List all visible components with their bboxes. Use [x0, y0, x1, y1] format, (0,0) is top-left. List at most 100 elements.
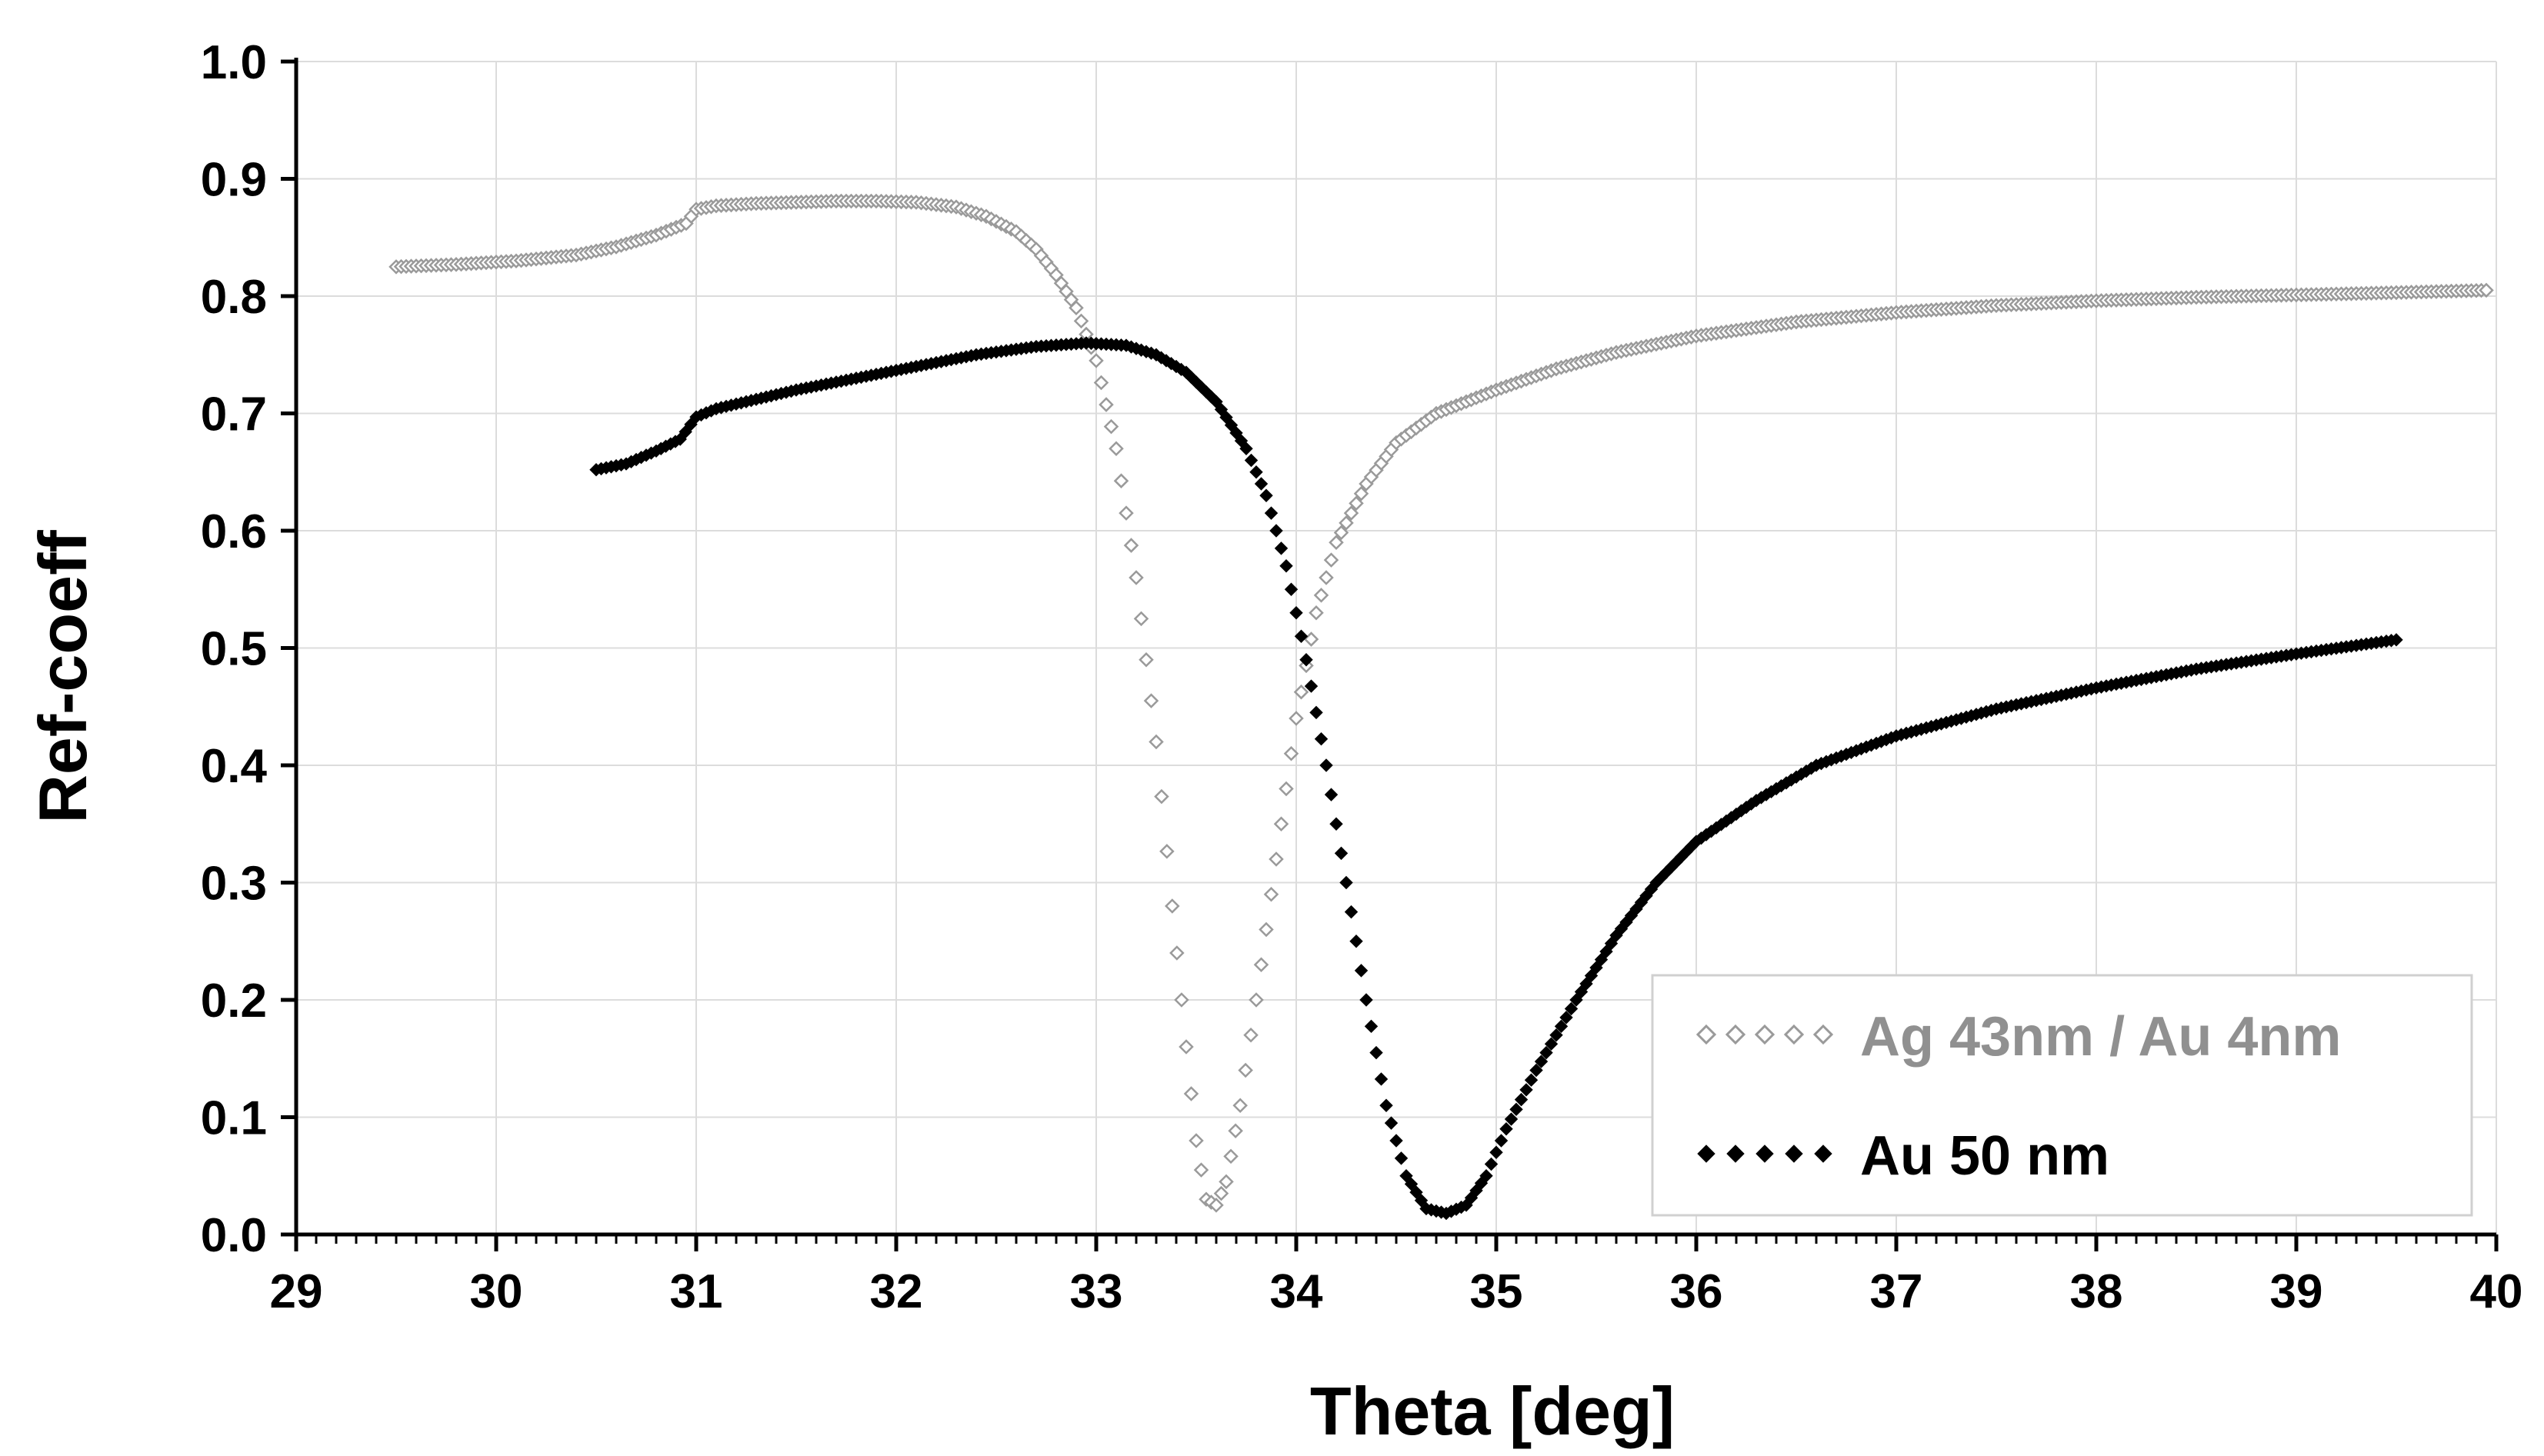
x-tick-label: 33: [1070, 1265, 1123, 1318]
data-point: [1559, 1011, 1573, 1025]
data-point: [1183, 1086, 1199, 1101]
legend-marker-diamond: [1754, 1024, 1775, 1045]
y-tick-label: 0.7: [201, 388, 267, 441]
data-point: [1123, 538, 1139, 553]
data-point: [1303, 631, 1319, 647]
data-point: [1159, 844, 1175, 859]
data-point: [1269, 524, 1283, 538]
data-point: [1509, 1102, 1523, 1117]
data-point: [1339, 875, 1353, 890]
data-point: [1319, 570, 1334, 585]
data-point: [1304, 679, 1319, 693]
data-point: [1273, 816, 1289, 832]
data-point: [1232, 1098, 1248, 1114]
x-tick-label: 29: [270, 1265, 323, 1318]
data-point: [1169, 945, 1185, 961]
data-point: [1289, 606, 1303, 620]
data-point: [1069, 300, 1084, 316]
y-axis-title: Ref-coeff: [25, 530, 101, 824]
data-point: [1329, 535, 1344, 551]
data-point: [1174, 992, 1189, 1008]
data-point: [1364, 1019, 1379, 1034]
y-tick-label: 0.0: [201, 1209, 267, 1262]
data-point: [1219, 1174, 1234, 1190]
data-point: [1279, 559, 1293, 573]
data-point: [1374, 1072, 1389, 1086]
data-point: [1238, 1062, 1253, 1078]
data-point: [1514, 1092, 1529, 1107]
data-point: [1139, 651, 1154, 668]
data-point: [1289, 711, 1304, 726]
data-point: [1089, 353, 1104, 368]
y-tick-label: 0.8: [201, 271, 267, 324]
data-point: [1309, 605, 1324, 621]
legend-label-ag-au: Ag 43nm / Au 4nm: [1860, 1006, 2341, 1068]
x-axis-title: Theta [deg]: [1310, 1373, 1675, 1449]
x-tick-label: 39: [2270, 1265, 2323, 1318]
data-point: [1165, 898, 1180, 914]
data-point: [1259, 921, 1274, 938]
legend-label-au: Au 50 nm: [1860, 1125, 2109, 1187]
data-point: [1193, 1162, 1209, 1178]
data-point: [1109, 441, 1124, 457]
data-point: [1093, 375, 1109, 391]
data-point: [1344, 905, 1359, 919]
data-point: [1228, 1123, 1243, 1139]
legend-marker-diamond: [1785, 1144, 1803, 1163]
data-point: [1494, 1134, 1509, 1148]
legend-marker-diamond: [1812, 1024, 1834, 1045]
legend-marker-au: [1697, 1144, 1832, 1163]
data-point: [1479, 1169, 1493, 1183]
data-point: [1099, 397, 1114, 412]
data-point: [1549, 1028, 1563, 1042]
data-point: [1404, 1177, 1419, 1191]
axes: [281, 58, 2499, 1251]
data-point: [1504, 1112, 1519, 1126]
legend: Ag 43nm / Au 4nm Au 50 nm: [1651, 974, 2473, 1217]
data-point: [1534, 1055, 1549, 1068]
data-point: [1409, 1185, 1423, 1199]
data-point: [1524, 1073, 1539, 1087]
data-point: [1179, 1039, 1194, 1055]
data-point: [2389, 633, 2403, 647]
data-point: [1574, 985, 1589, 999]
data-point: [1189, 1133, 1204, 1148]
x-tick-label: 30: [470, 1265, 523, 1318]
series-0: [388, 193, 2494, 1213]
data-point: [1294, 629, 1309, 643]
data-point: [1369, 1045, 1383, 1060]
data-point: [1339, 515, 1354, 531]
data-point: [1594, 952, 1609, 967]
legend-marker-diamond: [1697, 1144, 1715, 1163]
x-tick-label: 31: [670, 1265, 723, 1318]
y-tick-label: 0.3: [201, 858, 267, 911]
data-point: [1213, 1185, 1229, 1201]
y-tick-label: 0.5: [201, 623, 267, 676]
data-point: [1349, 495, 1364, 511]
data-point: [1283, 745, 1299, 761]
data-point: [1604, 936, 1619, 951]
legend-box: [1651, 974, 2473, 1217]
data-point: [1354, 964, 1369, 978]
data-point: [1209, 1198, 1224, 1213]
data-point: [1249, 992, 1264, 1008]
data-point: [1154, 788, 1169, 805]
data-point: [1379, 1098, 1393, 1112]
data-point: [1254, 477, 1269, 491]
data-point: [1253, 957, 1269, 973]
legend-marker-diamond: [1783, 1024, 1805, 1045]
legend-marker-diamond: [1814, 1144, 1832, 1163]
data-point: [1384, 1116, 1399, 1130]
data-point: [1239, 441, 1253, 455]
data-point: [1359, 993, 1373, 1007]
series-1: [589, 336, 2403, 1221]
data-point: [1499, 1122, 1513, 1136]
data-point: [1334, 846, 1349, 861]
data-point: [1263, 886, 1279, 902]
data-point: [1584, 968, 1599, 983]
data-point: [1349, 935, 1363, 948]
data-point: [1329, 817, 1343, 831]
data-point: [1143, 693, 1159, 708]
